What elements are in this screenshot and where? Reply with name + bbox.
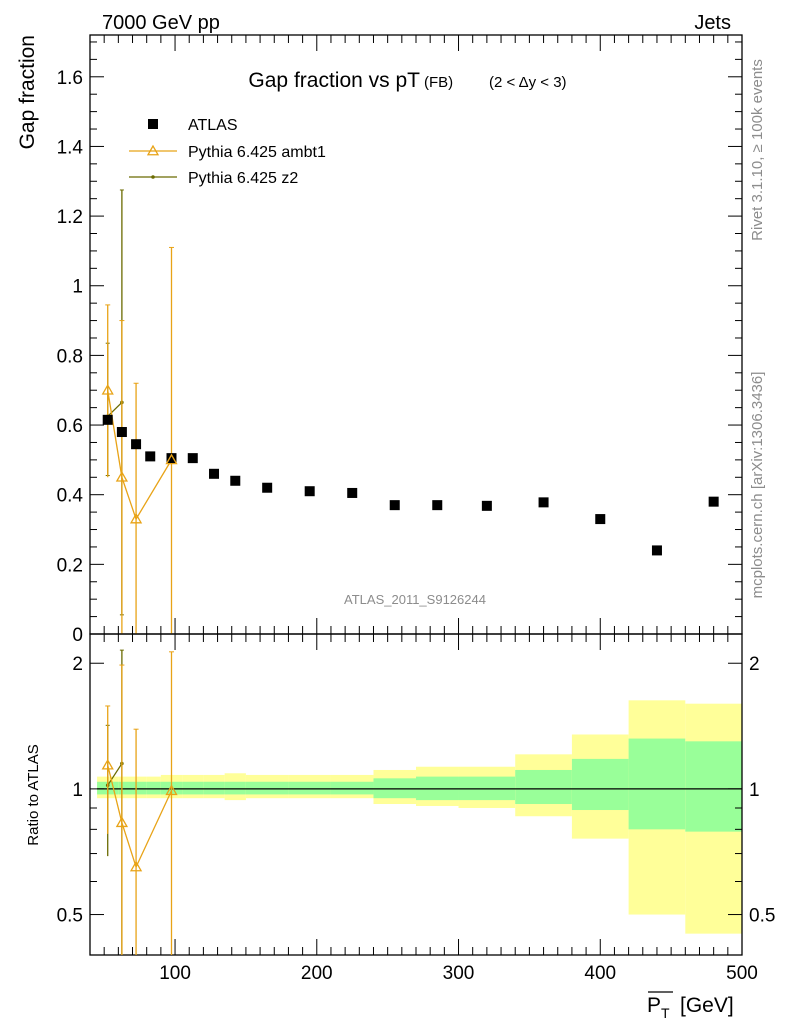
legend: ATLAS Pythia 6.425 ambt1 Pythia 6.425 z2: [129, 117, 326, 187]
x-tick-label: 200: [301, 963, 333, 984]
main-y-tick-label: 1.4: [57, 137, 84, 158]
x-tick-label: 100: [159, 963, 191, 984]
ambt1-ratio-point: [115, 816, 129, 828]
ambt1-line: [107, 390, 173, 521]
uncertainty-band-inner: [288, 781, 331, 795]
atlas-point: [230, 475, 241, 486]
svg-text:[GeV]: [GeV]: [680, 994, 734, 1017]
ambt1-ratio-line: [107, 764, 173, 869]
atlas-point: [187, 453, 198, 464]
atlas-point: [708, 496, 719, 507]
atlas-point: [389, 500, 400, 511]
atlas-point: [166, 453, 177, 464]
main-y-tick-label: 1.2: [57, 207, 83, 228]
x-tick-label: 400: [584, 963, 616, 984]
header-energy-label: 7000 GeV pp: [102, 12, 220, 34]
main-title: Gap fraction vs pT: [248, 69, 420, 92]
ratio-y-tick-label: 1: [749, 780, 760, 801]
ambt1-point: [129, 512, 143, 524]
uncertainty-band-inner: [628, 738, 686, 830]
z2-ratio-line: [107, 763, 123, 786]
uncertainty-band-inner: [330, 781, 374, 795]
ambt1-ratio-point: [129, 860, 143, 872]
x-tick-label: 500: [726, 963, 758, 984]
uncertainty-band-inner: [146, 781, 161, 795]
main-y-tick-label: 0: [72, 625, 83, 646]
atlas-point: [209, 468, 220, 479]
analysis-watermark: ATLAS_2011_S9126244: [344, 592, 486, 607]
atlas-point: [145, 451, 156, 462]
main-title-sub: (FB): [424, 74, 453, 91]
atlas-point: [651, 545, 662, 556]
uncertainty-band-inner: [182, 781, 204, 795]
rivet-version-label: Rivet 3.1.10, ≥ 100k events: [749, 59, 766, 241]
main-y-axis-label: Gap fraction: [16, 35, 39, 149]
ratio-y-axis-label: Ratio to ATLAS: [25, 744, 42, 845]
main-y-tick-label: 0.2: [57, 555, 83, 576]
main-y-tick-label: 1.6: [57, 68, 83, 89]
ambt1-point: [165, 453, 178, 465]
legend-atlas-marker: [148, 119, 158, 129]
main-y-tick-label: 0.6: [57, 416, 83, 437]
svg-text:P: P: [647, 994, 661, 1017]
main-panel: 0 0.2 0.4 0.6 0.8 1 1.2 1.4 1.6: [57, 34, 743, 955]
ambt1-ratio-point: [165, 784, 178, 796]
main-title-range: (2 < Δy < 3): [489, 74, 567, 91]
ratio-y-tick-label: 2: [749, 654, 760, 675]
header-jets-label: Jets: [694, 12, 731, 34]
atlas-point: [131, 439, 142, 450]
ratio-y-tick-label: 1: [72, 780, 83, 801]
z2-line: [107, 401, 123, 417]
uncertainty-band-inner: [245, 781, 289, 795]
ambt1-point: [101, 383, 114, 395]
x-axis-label: P T [GeV]: [647, 991, 734, 1021]
ratio-y-tick-label: 0.5: [749, 906, 775, 927]
ambt1-point: [115, 470, 129, 482]
atlas-point: [538, 497, 549, 508]
ratio-y-tick-label: 0.5: [57, 906, 83, 927]
main-panel-title: Gap fraction vs pT (FB) (2 < Δy < 3): [248, 69, 566, 92]
uncertainty-band-inner: [132, 781, 147, 795]
atlas-point: [116, 427, 127, 438]
ratio-panel: 100 200 300 400 500 0.5 0.5 1 1 2 2: [57, 633, 775, 984]
uncertainty-band-inner: [373, 778, 416, 799]
legend-z2-marker: [151, 175, 155, 179]
uncertainty-band-inner: [685, 741, 742, 832]
atlas-point: [595, 514, 606, 525]
svg-text:T: T: [661, 1005, 670, 1021]
uncertainty-band-inner: [224, 781, 246, 795]
main-y-tick-label: 0.4: [57, 486, 84, 507]
legend-label: Pythia 6.425 z2: [188, 170, 298, 187]
atlas-point: [102, 414, 113, 425]
atlas-point: [262, 482, 273, 493]
mcplots-label: mcplots.cern.ch [arXiv:1306.3436]: [749, 372, 766, 599]
main-y-tick-label: 1: [72, 277, 83, 298]
ratio-y-tick-label: 2: [72, 654, 83, 675]
legend-label: Pythia 6.425 ambt1: [188, 144, 326, 161]
atlas-point: [432, 500, 443, 511]
ambt1-ratio-point: [101, 758, 114, 770]
uncertainty-band-inner: [118, 781, 133, 795]
atlas-point: [304, 486, 315, 497]
uncertainty-band-inner: [515, 769, 572, 805]
atlas-point: [481, 500, 492, 511]
ratio-frame: [89, 633, 743, 956]
x-tick-label: 300: [443, 963, 475, 984]
atlas-point: [347, 487, 358, 498]
main-y-tick-label: 0.8: [57, 346, 83, 367]
legend-label: ATLAS: [188, 117, 238, 134]
legend-ambt1-marker: [146, 144, 160, 156]
uncertainty-band-inner: [203, 781, 225, 795]
uncertainty-band-inner: [571, 758, 629, 811]
